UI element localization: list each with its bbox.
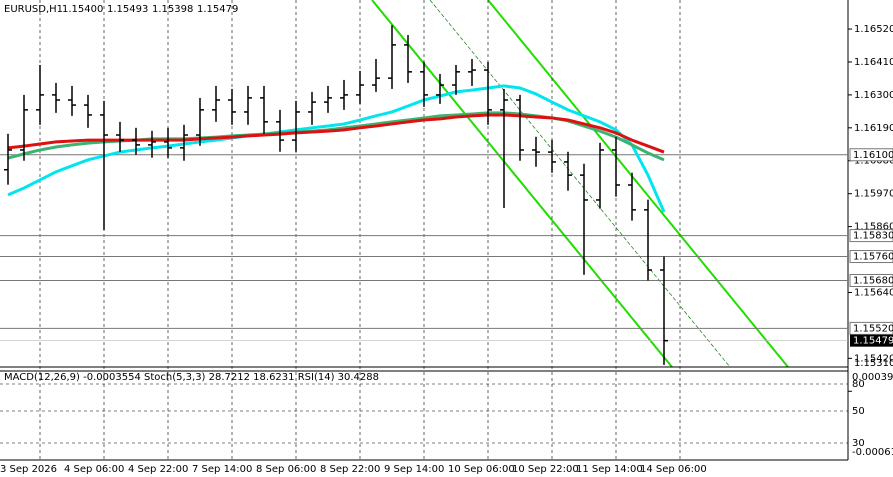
moving-average: [7, 84, 666, 213]
y-tick-label: 1.15420: [854, 353, 893, 364]
indicator-axis-label: -0.000612: [852, 447, 893, 458]
indicator-axis-label: 0.00039: [852, 372, 893, 383]
moving-average: [7, 113, 665, 154]
x-tick-label: 4 Sep 22:00: [128, 464, 188, 475]
trend-line: [429, 0, 731, 368]
level-label: 1.15680: [853, 275, 893, 286]
header-value: 1.15400: [62, 4, 103, 15]
y-tick-label: 1.16410: [854, 57, 893, 68]
current-price-label: 1.15479: [853, 336, 893, 347]
x-tick-label: 3 Sep 2026: [0, 464, 57, 475]
level-box: [849, 250, 893, 264]
y-tick-label: 1.16300: [854, 90, 893, 101]
channel-line: [487, 0, 789, 368]
x-tick-label: 8 Sep 22:00: [320, 464, 380, 475]
y-tick-label: 1.15970: [854, 189, 893, 200]
level-box: [849, 273, 893, 287]
current-price-box: [850, 334, 893, 347]
level-label: 1.16100: [853, 150, 893, 161]
level-label: 1.15830: [853, 231, 893, 242]
y-tick-label: 1.15640: [854, 287, 893, 298]
x-tick-label: 9 Sep 14:00: [384, 464, 444, 475]
level-box: [849, 229, 893, 243]
y-tick-label: 1.16190: [854, 123, 893, 134]
chart-title: EURUSD,H1: [4, 4, 63, 15]
y-tick-label: 1.15310: [854, 358, 893, 369]
level-label: 1.15520: [853, 323, 893, 334]
indicator-axis-label: 30: [852, 438, 865, 449]
header-value: 1.15479: [197, 4, 238, 15]
x-tick-label: 14 Sep 06:00: [640, 464, 707, 475]
header-value: 1.15398: [152, 4, 193, 15]
x-tick-label: 7 Sep 14:00: [192, 464, 252, 475]
x-tick-label: 10 Sep 06:00: [448, 464, 515, 475]
x-tick-label: 8 Sep 06:00: [256, 464, 316, 475]
indicator-axis-label: 50: [852, 406, 865, 417]
header-value: 1.15493: [107, 4, 148, 15]
indicator-axis-label: 80: [852, 379, 865, 390]
level-box: [849, 321, 893, 335]
x-tick-label: 11 Sep 14:00: [576, 464, 643, 475]
indicator-title: MACD(12,26,9) -0.0003554 Stoch(5,3,3) 28…: [4, 372, 379, 383]
y-tick-label: 1.15860: [854, 222, 893, 233]
channel-line: [371, 0, 673, 368]
x-tick-label: 10 Sep 22:00: [512, 464, 579, 475]
level-box: [849, 148, 893, 162]
y-tick-label: 1.16520: [854, 24, 893, 35]
x-tick-label: 4 Sep 06:00: [64, 464, 124, 475]
level-label: 1.15760: [853, 252, 893, 263]
